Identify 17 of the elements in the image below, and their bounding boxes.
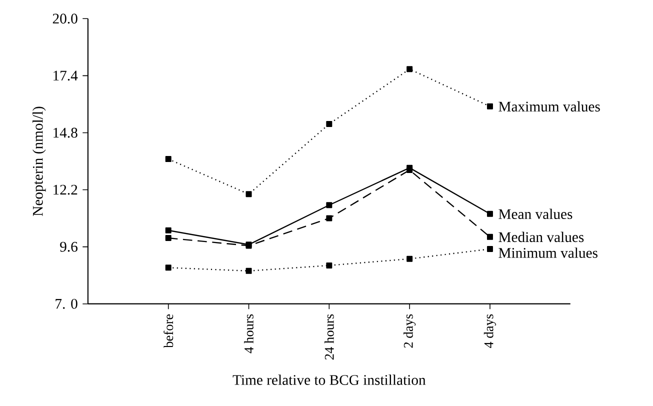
- y-axis-title: Neopterin (nmol/l): [32, 106, 46, 216]
- y-tick-label: 14.8: [54, 128, 78, 138]
- x-tick-label: 4 days: [484, 314, 496, 348]
- y-tick-label: 12.2: [54, 184, 78, 195]
- x-tick-label: 2 days: [404, 314, 416, 348]
- y-tick-label: 7. 0: [56, 298, 78, 309]
- series-label: Median values: [498, 232, 584, 242]
- series-label: Mean values: [498, 208, 572, 219]
- x-tick-label: 24 hours: [324, 314, 334, 360]
- y-tick-label: 17.4: [54, 70, 78, 80]
- series-label: Maximum values: [498, 101, 600, 112]
- series-label: Minimum values: [498, 247, 598, 258]
- y-tick-label: 9.6: [60, 242, 78, 252]
- y-tick-label: 20.0: [52, 13, 78, 24]
- x-tick-label: 4 hours: [244, 314, 254, 354]
- x-axis-title: Time relative to BCG instillation: [232, 374, 426, 385]
- x-tick-label: before: [164, 314, 174, 348]
